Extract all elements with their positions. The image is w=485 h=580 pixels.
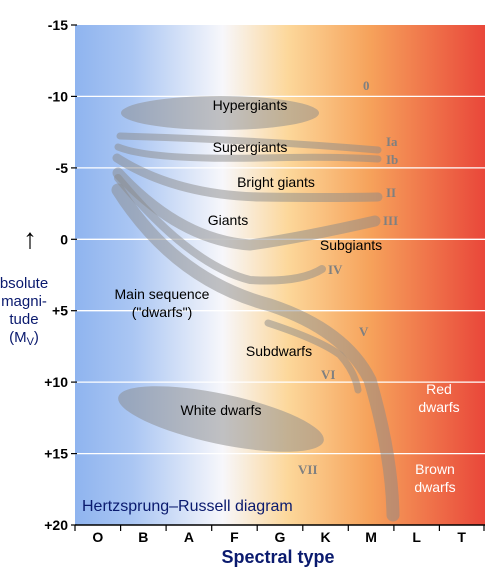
- supergiants-ib-band: [114, 143, 382, 163]
- bright-giants-band: [112, 153, 383, 202]
- x-tick-label: T: [457, 529, 466, 545]
- x-axis-labels: O B A F G K M L T: [92, 529, 466, 545]
- y-tick-label: +10: [44, 374, 68, 390]
- brown-dwarfs-label: Brown: [415, 461, 455, 477]
- hypergiants-band: [121, 96, 319, 130]
- diagram-title: Hertzsprung–Russell diagram: [82, 498, 293, 515]
- x-tick-label: G: [275, 529, 286, 545]
- x-tick-label: B: [138, 529, 148, 545]
- class-ia-label: Ia: [386, 134, 398, 149]
- y-axis-label-symbol: (MV): [9, 329, 39, 348]
- region-labels: Hypergiants Supergiants Bright giants Gi…: [115, 97, 383, 418]
- class-v-label: V: [359, 324, 369, 339]
- main-sequence-band: [111, 183, 400, 522]
- subdwarfs-label: Subdwarfs: [246, 343, 312, 359]
- x-tick-label: A: [184, 529, 194, 545]
- class-iii-label: III: [383, 213, 398, 228]
- white-dwarfs-label: White dwarfs: [181, 402, 262, 418]
- y-axis-labels: -15 -10 -5 0 +5 +10 +15 +20: [44, 17, 68, 533]
- x-tick-label: K: [320, 529, 330, 545]
- y-axis-arrow: ↑: [23, 223, 37, 254]
- main-sequence-label: Main sequence: [115, 286, 210, 302]
- y-tick-label: -15: [48, 17, 68, 33]
- class-iv-label: IV: [328, 262, 343, 277]
- subgiants-label: Subgiants: [320, 237, 382, 253]
- y-tick-label: +20: [44, 517, 68, 533]
- class-vii-label: VII: [298, 462, 318, 477]
- class-ib-label: Ib: [386, 152, 398, 167]
- main-sequence-label-2: ("dwarfs"): [132, 304, 193, 320]
- red-dwarfs-label-2: dwarfs: [418, 399, 459, 415]
- y-tick-label: +15: [44, 446, 68, 462]
- giants-label: Giants: [208, 212, 248, 228]
- luminosity-class-labels: 0 Ia Ib II III IV V VI VII: [298, 78, 398, 477]
- y-axis-label-line: tude: [9, 311, 38, 328]
- subgiants-band: [114, 174, 326, 285]
- y-tick-label: -5: [56, 160, 69, 176]
- class-vi-label: VI: [321, 367, 335, 382]
- y-axis-title: ↑ bsolute magni- tude (MV): [0, 223, 48, 348]
- giants-band: [112, 167, 381, 251]
- subdwarfs-band: [264, 319, 362, 394]
- dwarf-labels: Red dwarfs Brown dwarfs: [414, 381, 459, 495]
- red-dwarfs-label: Red: [426, 381, 452, 397]
- x-axis-title: Spectral type: [221, 547, 334, 567]
- bright-giants-label: Bright giants: [237, 174, 315, 190]
- white-dwarfs-band: [118, 386, 324, 452]
- class-ii-label: II: [386, 185, 396, 200]
- x-tick-label: F: [230, 529, 239, 545]
- y-axis-label-line: bsolute: [0, 275, 48, 292]
- class-0-label: 0: [363, 78, 370, 93]
- y-axis-ticks: [71, 24, 77, 526]
- x-tick-label: L: [412, 529, 421, 545]
- supergiants-ia-band: [116, 132, 382, 154]
- x-axis-ticks: [74, 525, 485, 531]
- x-tick-label: O: [92, 529, 103, 545]
- supergiants-label: Supergiants: [213, 139, 288, 155]
- hypergiants-label: Hypergiants: [213, 97, 288, 113]
- x-axis-strip: [75, 525, 485, 546]
- y-tick-label: -10: [48, 88, 68, 104]
- brown-dwarfs-label-2: dwarfs: [414, 479, 455, 495]
- luminosity-bands: [111, 96, 400, 522]
- y-tick-label: 0: [60, 231, 68, 247]
- x-tick-label: M: [365, 529, 377, 545]
- y-tick-label: +5: [52, 303, 68, 319]
- y-axis-label-line: magni-: [1, 293, 47, 310]
